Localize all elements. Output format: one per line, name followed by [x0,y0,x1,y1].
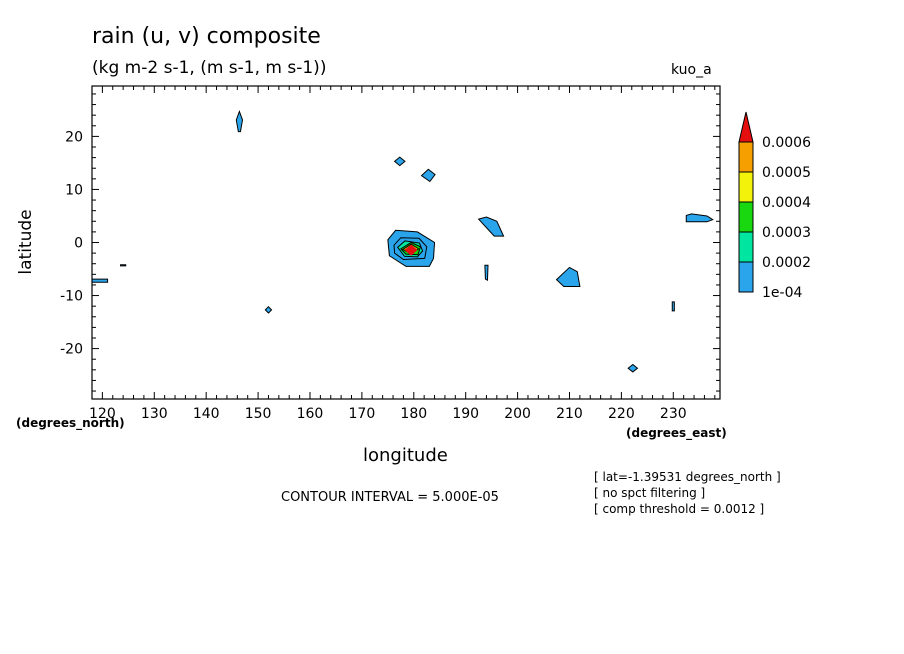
y-axis-units: (degrees_north) [16,416,125,430]
contour-feature [484,264,489,281]
x-tick-label: 230 [660,406,687,422]
colorbar-label: 0.0005 [762,165,811,181]
contour-feature [393,156,406,167]
contour-features [91,110,714,373]
colorbar-segment [738,201,754,233]
contour-feature [477,216,505,237]
contour-feature [91,278,109,283]
contour-feature [685,213,714,223]
colorbar-segment [738,141,754,173]
colorbar-label: 0.0006 [762,135,811,151]
y-tick-label: 20 [65,129,83,145]
x-axis-label: longitude [363,445,448,466]
note-threshold: [ comp threshold = 0.0012 ] [594,502,765,516]
y-tick-label: 0 [74,236,83,252]
y-axis-label: latitude [16,209,36,275]
contour-level-5 [404,244,418,256]
x-tick-label: 150 [245,406,272,422]
colorbar-label: 1e-04 [762,285,802,301]
x-tick-label: 140 [193,406,220,422]
colorbar-segment [738,261,754,293]
contour-feature [420,168,436,183]
contour-feature [555,266,581,288]
x-tick-label: 170 [349,406,376,422]
contour-feature [264,305,273,314]
x-tick-label: 120 [89,406,116,422]
contour-feature [120,264,127,267]
axis-ticks: 120 130 140 150 160 170 180 190 200 210 220 230-20-… [60,86,720,422]
y-tick-label: -10 [60,289,83,305]
colorbar-max-triangle [738,111,754,143]
x-axis-units: (degrees_east) [626,426,727,440]
x-tick-label: 180 [400,406,427,422]
contour-feature [235,110,244,133]
x-tick-label: 200 [504,406,531,422]
chart-title: rain (u, v) composite [92,24,321,49]
chart-units: (kg m-2 s-1, (m s-1, m s-1)) [92,58,327,78]
colorbar-segment [738,231,754,263]
contour-feature [671,301,675,312]
note-filtering: [ no spct filtering ] [594,486,706,500]
y-tick-label: 10 [65,182,83,198]
colorbar: 1e-04 0.0002 0.0003 0.0004 0.0005 0.0006 [738,111,811,301]
contour-interval: CONTOUR INTERVAL = 5.000E-05 [281,490,499,505]
x-tick-label: 190 [452,406,479,422]
x-tick-label: 210 [556,406,583,422]
x-tick-label: 220 [608,406,635,422]
model-label: kuo_a [671,62,712,78]
x-tick-label: 130 [141,406,168,422]
contour-feature [627,363,639,373]
colorbar-label: 0.0002 [762,255,811,271]
colorbar-label: 0.0003 [762,225,811,241]
y-tick-label: -20 [60,342,83,358]
note-latitude: [ lat=-1.39531 degrees_north ] [594,470,781,484]
colorbar-label: 0.0004 [762,195,811,211]
colorbar-segment [738,171,754,203]
x-tick-label: 160 [297,406,324,422]
